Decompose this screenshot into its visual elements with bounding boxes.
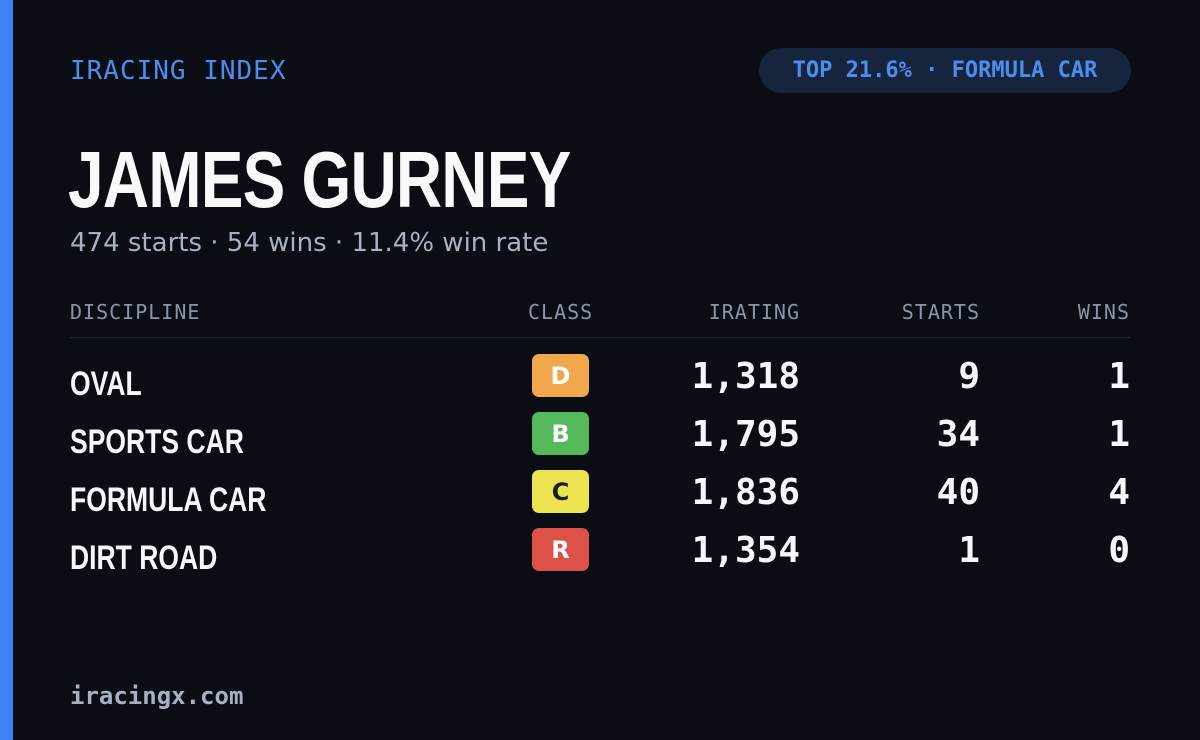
- discipline-label: SPORTS CAR: [70, 423, 244, 461]
- discipline-label: FORMULA CAR: [70, 481, 267, 519]
- header-discipline: DISCIPLINE: [70, 300, 201, 324]
- table-row: OVAL D 1,318 9 1: [0, 354, 1200, 412]
- wins-value: 1: [1108, 356, 1130, 397]
- wins-value: 4: [1108, 472, 1130, 513]
- header-class: CLASS: [528, 300, 594, 324]
- discipline-label: DIRT ROAD: [70, 539, 218, 577]
- rank-badge: TOP 21.6% · FORMULA CAR: [759, 48, 1131, 93]
- wins-value: 1: [1108, 414, 1130, 455]
- driver-name: JAMES GURNEY: [68, 135, 571, 224]
- driver-summary: 474 starts · 54 wins · 11.4% win rate: [70, 228, 549, 258]
- starts-value: 9: [958, 356, 980, 397]
- header-divider: [70, 337, 1131, 338]
- header-wins: WINS: [1077, 300, 1130, 324]
- accent-bar: [0, 0, 13, 740]
- class-badge: R: [532, 528, 589, 571]
- table-row: DIRT ROAD R 1,354 1 0: [0, 528, 1200, 586]
- table-row: FORMULA CAR C 1,836 40 4: [0, 470, 1200, 528]
- class-badge: B: [532, 412, 589, 455]
- class-badge: C: [532, 470, 589, 513]
- starts-value: 40: [936, 472, 980, 513]
- irating-value: 1,354: [691, 530, 800, 571]
- discipline-label: OVAL: [70, 365, 142, 403]
- starts-value: 1: [958, 530, 980, 571]
- starts-value: 34: [936, 414, 980, 455]
- irating-value: 1,836: [691, 472, 800, 513]
- irating-value: 1,318: [691, 356, 800, 397]
- header-starts: STARTS: [901, 300, 980, 324]
- brand-label: IRACING INDEX: [70, 56, 287, 86]
- table-row: SPORTS CAR B 1,795 34 1: [0, 412, 1200, 470]
- header-irating: IRATING: [708, 300, 800, 324]
- wins-value: 0: [1108, 530, 1130, 571]
- class-badge: D: [532, 354, 589, 397]
- irating-value: 1,795: [691, 414, 800, 455]
- footer-url: iracingx.com: [70, 682, 244, 710]
